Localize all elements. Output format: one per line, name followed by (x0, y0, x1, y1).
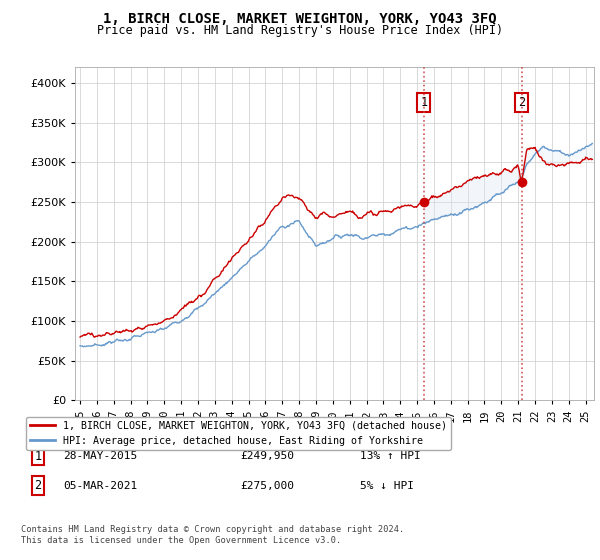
Text: Price paid vs. HM Land Registry's House Price Index (HPI): Price paid vs. HM Land Registry's House … (97, 24, 503, 36)
Text: 2: 2 (34, 479, 41, 492)
Text: £275,000: £275,000 (240, 480, 294, 491)
Text: 5% ↓ HPI: 5% ↓ HPI (360, 480, 414, 491)
Text: 2: 2 (518, 96, 525, 109)
Text: 28-MAY-2015: 28-MAY-2015 (63, 451, 137, 461)
Text: Contains HM Land Registry data © Crown copyright and database right 2024.
This d: Contains HM Land Registry data © Crown c… (21, 525, 404, 545)
Legend: 1, BIRCH CLOSE, MARKET WEIGHTON, YORK, YO43 3FQ (detached house), HPI: Average p: 1, BIRCH CLOSE, MARKET WEIGHTON, YORK, Y… (26, 417, 451, 450)
Text: £249,950: £249,950 (240, 451, 294, 461)
Text: 1: 1 (420, 96, 427, 109)
Text: 13% ↑ HPI: 13% ↑ HPI (360, 451, 421, 461)
Text: 1, BIRCH CLOSE, MARKET WEIGHTON, YORK, YO43 3FQ: 1, BIRCH CLOSE, MARKET WEIGHTON, YORK, Y… (103, 12, 497, 26)
Text: 1: 1 (34, 450, 41, 463)
Text: 05-MAR-2021: 05-MAR-2021 (63, 480, 137, 491)
